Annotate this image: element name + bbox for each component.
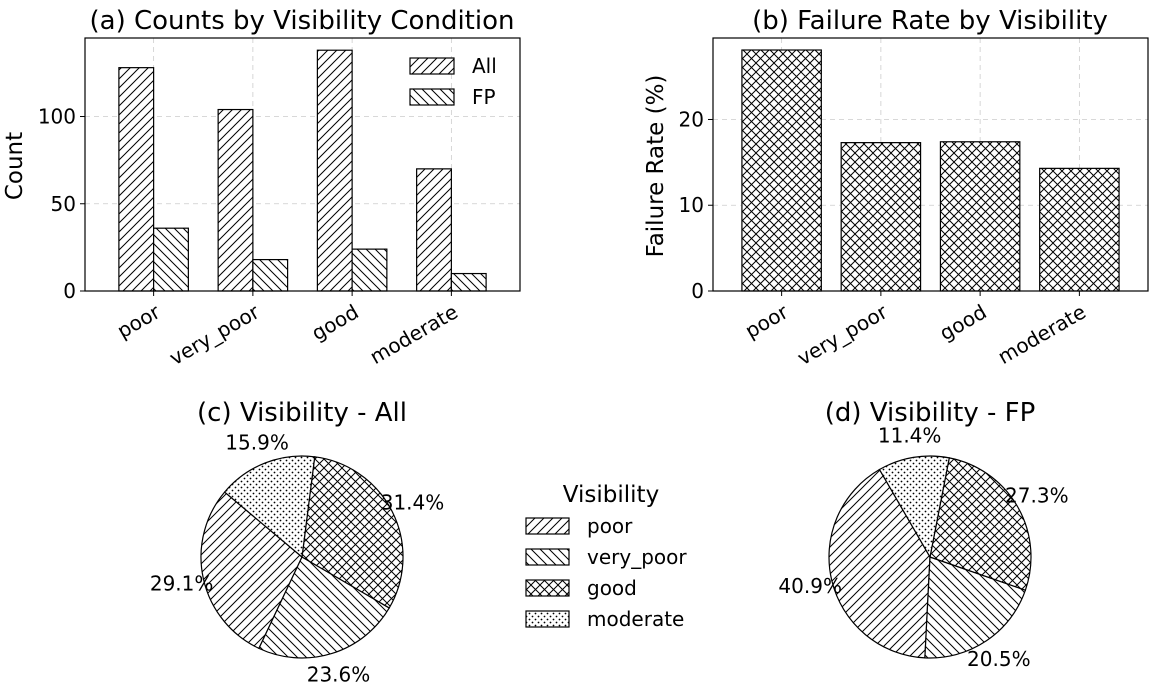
panel-a-bar-all-poor (118, 67, 155, 292)
panel-a-legend-label-fp: FP (472, 85, 496, 109)
visibility-legend-swatch-good (525, 579, 570, 597)
panel-b-bar-moderate (1039, 167, 1120, 292)
panel-a-bar-fp-moderate (450, 272, 487, 292)
panel-c-slice-good (301, 456, 404, 609)
panel-a-y-tick-label: 50 (51, 192, 76, 216)
visibility-legend-swatch-poor (525, 517, 570, 535)
panel-b-y-axis-label: Failure Rate (%) (643, 75, 669, 258)
panel-a-y-axis-label: Count (2, 132, 28, 200)
panel-c-title: (c) Visibility - All (197, 398, 407, 428)
panel-c-slice-very_poor (258, 556, 391, 659)
panel-a-x-tick-label-poor: poor (113, 299, 165, 343)
panel-d-slice-very_poor (924, 556, 1027, 659)
panel-a-x-tick-label-good: good (307, 300, 362, 346)
panel-a-bar-fp-very_poor (252, 258, 289, 292)
visibility-legend-label-good: good (587, 576, 637, 600)
panel-b-x-tick-label-poor: poor (741, 299, 793, 343)
panel-a-bar-all-very_poor (217, 108, 254, 292)
panel-a-legend-label-all: All (472, 54, 497, 78)
panel-a-title: (a) Counts by Visibility Condition (90, 6, 515, 36)
panel-d-slice-poor (828, 468, 931, 659)
panel-a-y-tick-label: 0 (63, 279, 76, 303)
panel-a-bar-all-good (316, 49, 353, 292)
panel-b-x-tick-label-moderate: moderate (994, 300, 1090, 369)
panel-d-slice-good (929, 457, 1032, 591)
panel-c-pct-label-good: 31.4% (381, 491, 445, 515)
panel-b-title: (b) Failure Rate by Visibility (752, 6, 1108, 36)
panel-a-legend: All FP (409, 54, 497, 109)
panel-a-legend-swatch-fp (409, 88, 455, 106)
panel-b-bar-good (939, 141, 1021, 292)
panel-d-slice-moderate (878, 455, 950, 559)
panel-a-x-tick-label-very_poor: very_poor (165, 299, 264, 370)
panel-a-bar-fp-poor (153, 227, 189, 292)
panel-c-pct-label-moderate: 15.9% (225, 430, 289, 454)
panel-b-y-tick-label: 10 (679, 193, 704, 217)
panel-d-title: (d) Visibility - FP (825, 398, 1036, 428)
panel-b-bar-very_poor (840, 142, 922, 292)
panel-b-y-tick-label: 20 (679, 107, 704, 131)
visibility-legend-label-moderate: moderate (587, 607, 684, 631)
visibility-legend-label-very_poor: very_poor (587, 545, 687, 569)
visibility-legend-label-poor: poor (587, 514, 633, 538)
panel-b-axes-frame (712, 37, 1149, 292)
panel-c-pct-label-very_poor: 23.6% (307, 663, 371, 687)
panel-a-counts-chart: (a) Counts by Visibility Condition 0 50 10… (2, 6, 521, 370)
visibility-legend-swatch-very_poor (525, 548, 570, 566)
panel-b-bar-poor (741, 49, 822, 292)
panel-d-pct-label-poor: 40.9% (778, 574, 842, 598)
panel-d-pct-label-moderate: 11.4% (878, 423, 942, 447)
panel-a-y-tick-label: 100 (38, 105, 76, 129)
panel-c-pct-label-poor: 29.1% (150, 571, 214, 595)
panel-d-pie-fp: (d) Visibility - FP 40.9% 20.5% 27.3% 11.4% (778, 398, 1068, 671)
visibility-legend-title: Visibility (563, 482, 659, 508)
panel-b-failure-rate-chart: (b) Failure Rate by Visibility 0 10 20 poo… (643, 6, 1149, 370)
panel-c-slice-moderate (223, 455, 316, 559)
panel-b-y-tick-label: 0 (691, 279, 704, 303)
visibility-legend-swatch-moderate (525, 610, 570, 628)
panel-b-x-tick-label-good: good (935, 300, 990, 346)
panel-a-legend-swatch-all (409, 57, 455, 75)
panel-c-pie-all: (c) Visibility - All 29.1% 23.6% 31.4% 15.9… (150, 398, 444, 687)
panel-a-bar-fp-good (351, 248, 388, 292)
panel-a-x-tick-label-moderate: moderate (366, 300, 462, 369)
panel-d-pct-label-very_poor: 20.5% (967, 647, 1031, 671)
panel-a-axes-frame (84, 37, 521, 292)
panel-d-pct-label-good: 27.3% (1005, 484, 1069, 508)
panel-b-x-tick-label-very_poor: very_poor (793, 299, 892, 370)
panel-a-bar-all-moderate (416, 168, 452, 292)
